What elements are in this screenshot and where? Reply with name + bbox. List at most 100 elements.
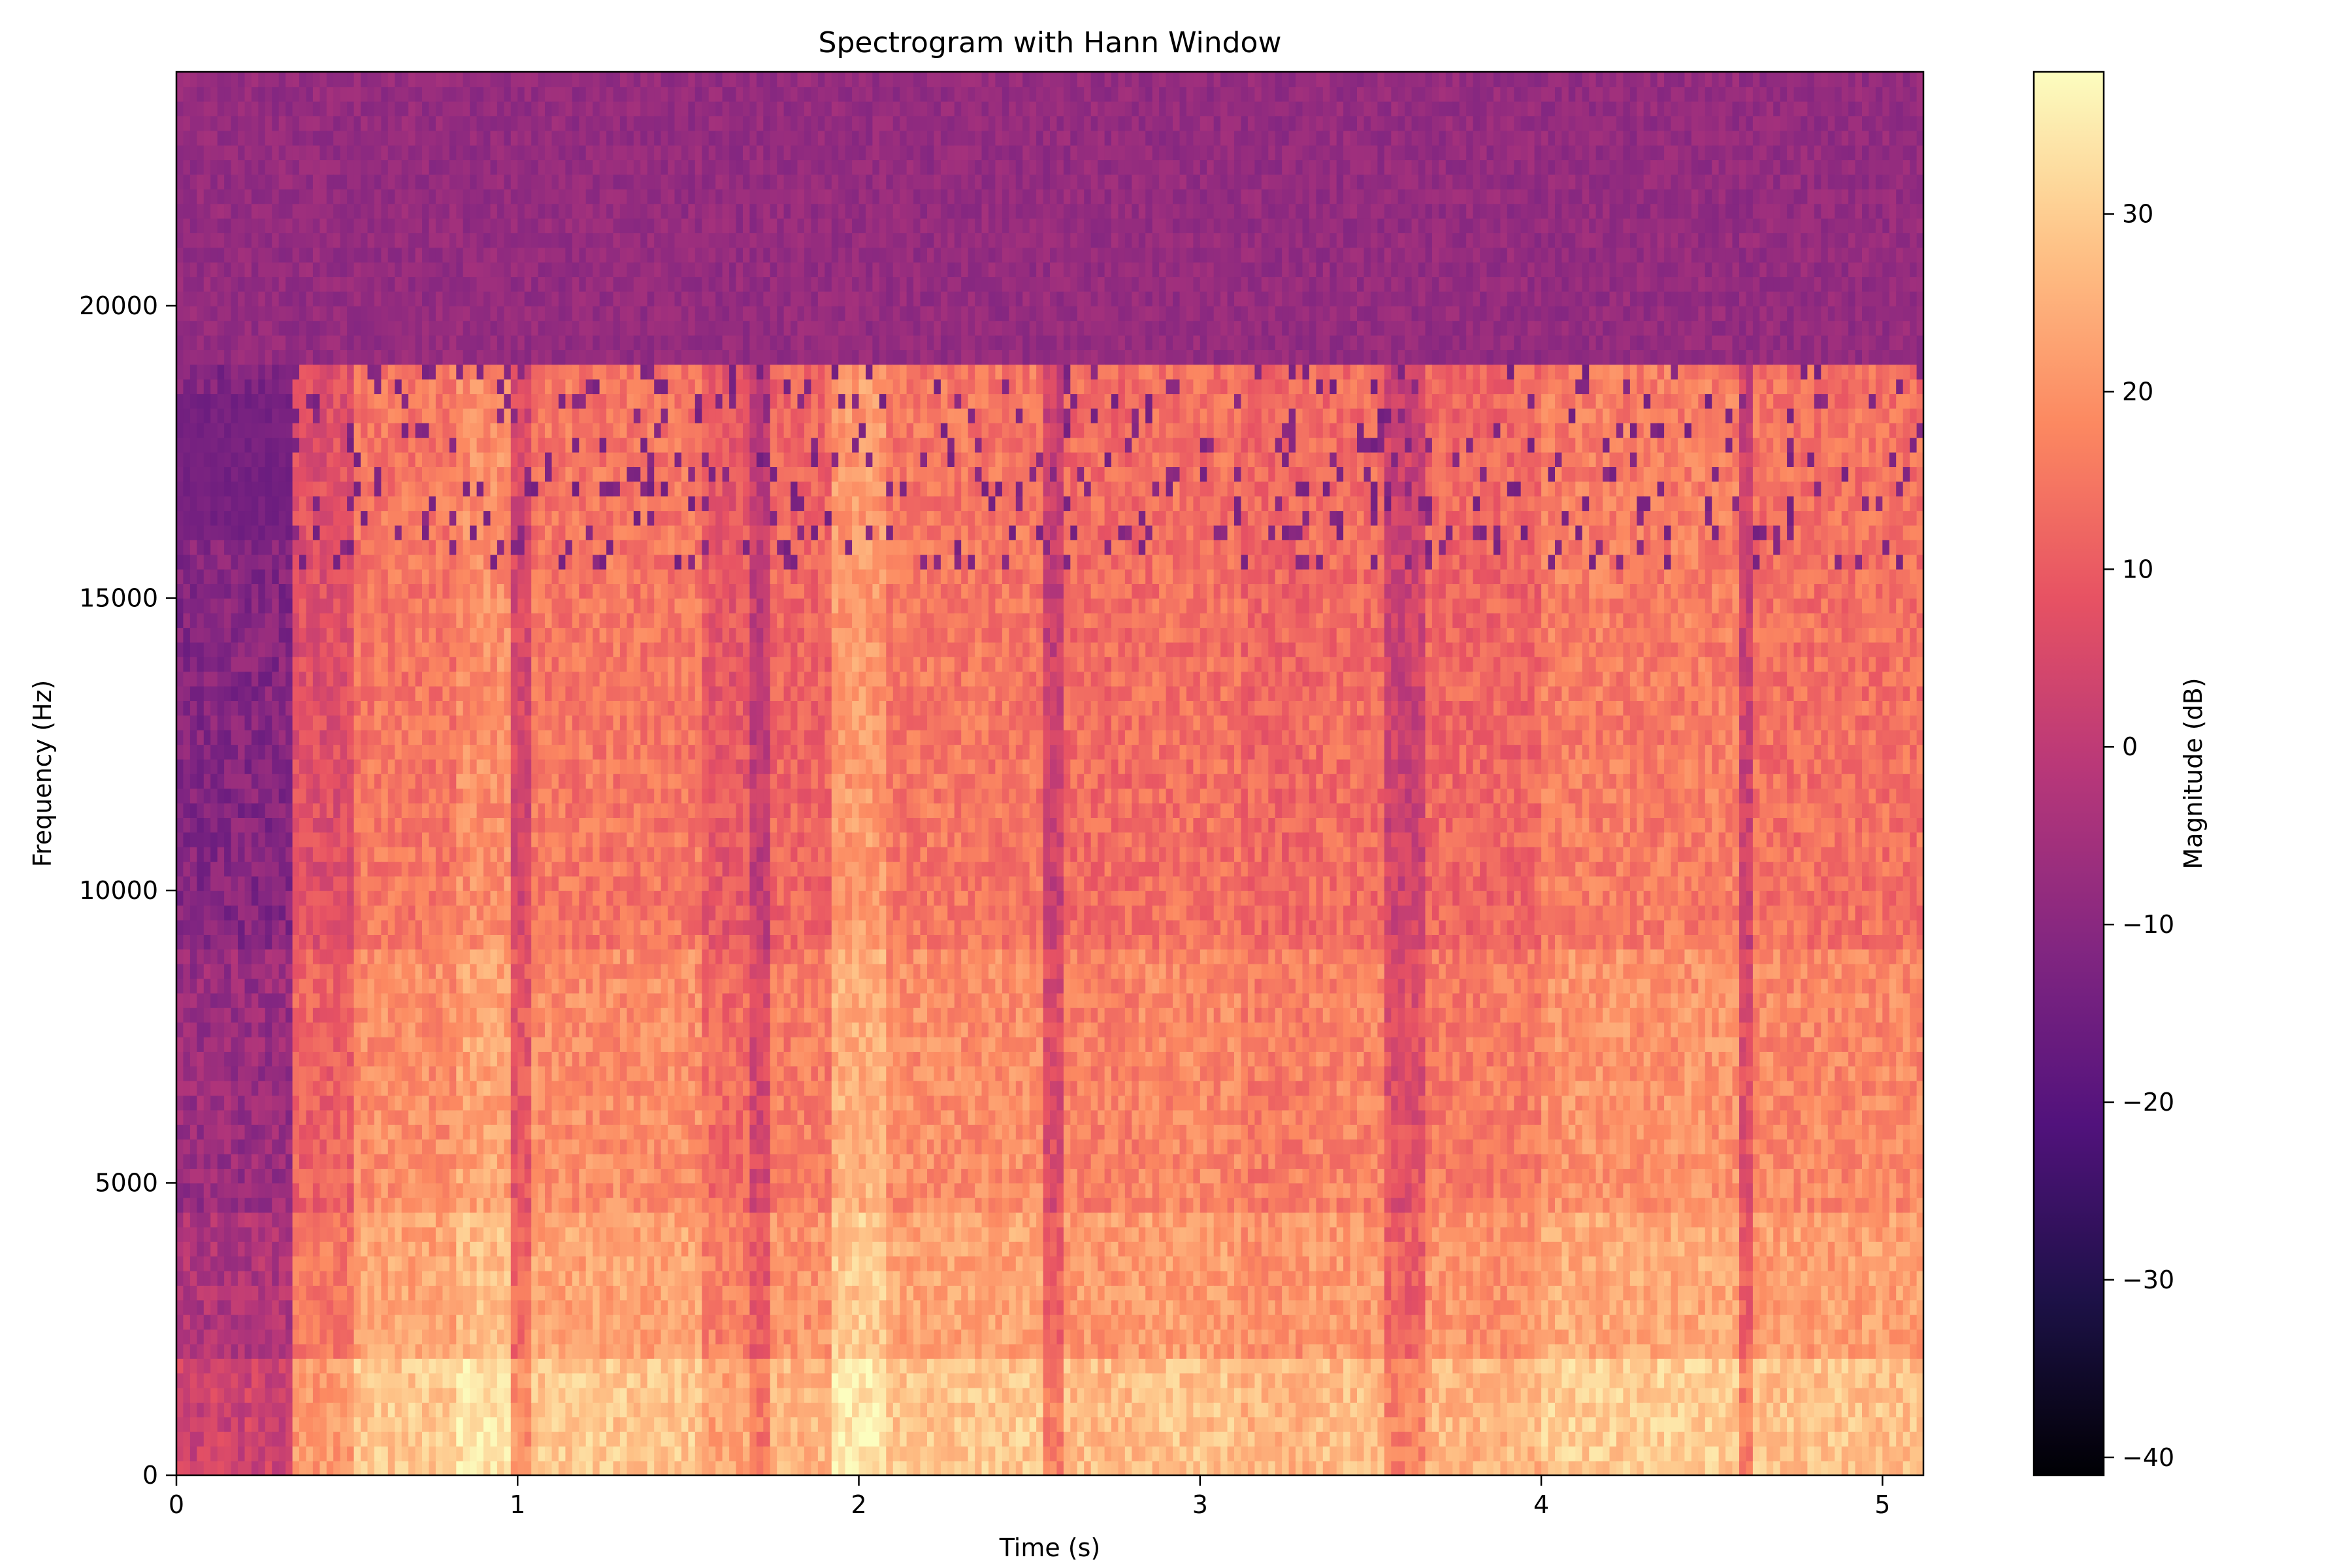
- heatmap-cell: [218, 1344, 225, 1359]
- heatmap-cell: [197, 788, 204, 803]
- heatmap-cell: [279, 1358, 286, 1373]
- heatmap-cell: [231, 1461, 238, 1476]
- heatmap-cell: [176, 993, 184, 1008]
- heatmap-cell: [279, 320, 286, 335]
- heatmap-cell: [238, 569, 245, 584]
- heatmap-cell: [224, 1431, 231, 1446]
- heatmap-cell: [265, 569, 272, 584]
- heatmap-cell: [218, 86, 225, 101]
- heatmap-cell: [210, 1256, 218, 1271]
- heatmap-cell: [265, 116, 272, 131]
- heatmap-cell: [204, 1285, 211, 1300]
- heatmap-cell: [252, 1446, 259, 1461]
- heatmap-cell: [245, 1388, 252, 1403]
- heatmap-cell: [245, 1007, 252, 1022]
- heatmap-cell: [210, 1066, 218, 1081]
- heatmap-cell: [272, 1212, 279, 1227]
- heatmap-cell: [279, 598, 286, 613]
- heatmap-cell: [218, 496, 225, 511]
- heatmap-cell: [197, 876, 204, 891]
- heatmap-cell: [245, 1256, 252, 1271]
- heatmap-cell: [204, 408, 211, 423]
- heatmap-cell: [272, 1183, 279, 1198]
- heatmap-cell: [245, 335, 252, 350]
- heatmap-cell: [231, 1051, 238, 1066]
- heatmap-cell: [279, 686, 286, 701]
- heatmap-cell: [238, 993, 245, 1008]
- heatmap-cell: [252, 847, 259, 862]
- heatmap-cell: [190, 832, 197, 847]
- heatmap-cell: [252, 1051, 259, 1066]
- heatmap-cell: [238, 218, 245, 233]
- heatmap-cell: [183, 466, 190, 482]
- heatmap-cell: [238, 1315, 245, 1330]
- heatmap-cell: [204, 569, 211, 584]
- heatmap-cell: [176, 949, 184, 964]
- heatmap-cell: [204, 482, 211, 497]
- heatmap-cell: [258, 218, 265, 233]
- heatmap-cell: [252, 1022, 259, 1037]
- heatmap-cell: [245, 174, 252, 189]
- heatmap-cell: [204, 861, 211, 876]
- heatmap-cell: [183, 306, 190, 321]
- heatmap-cell: [258, 700, 265, 715]
- heatmap-cell: [238, 1344, 245, 1359]
- heatmap-cell: [279, 496, 286, 511]
- heatmap-cell: [204, 145, 211, 160]
- heatmap-cell: [265, 101, 272, 116]
- heatmap-cell: [197, 964, 204, 979]
- heatmap-cell: [210, 598, 218, 613]
- heatmap-cell: [218, 744, 225, 759]
- heatmap-cell: [238, 817, 245, 832]
- heatmap-cell: [204, 583, 211, 598]
- heatmap-cell: [238, 1446, 245, 1461]
- heatmap-cell: [238, 116, 245, 131]
- heatmap-cell: [245, 1271, 252, 1286]
- heatmap-cell: [252, 86, 259, 101]
- heatmap-cell: [197, 1402, 204, 1417]
- heatmap-cell: [238, 1139, 245, 1154]
- heatmap-cell: [258, 1037, 265, 1052]
- heatmap-cell: [272, 715, 279, 730]
- heatmap-cell: [231, 365, 238, 380]
- heatmap-cell: [176, 890, 184, 906]
- heatmap-cell: [279, 276, 286, 291]
- heatmap-cell: [190, 1095, 197, 1110]
- heatmap-cell: [238, 320, 245, 335]
- heatmap-cell: [218, 978, 225, 993]
- heatmap-cell: [224, 554, 231, 569]
- heatmap-cell: [197, 1095, 204, 1110]
- heatmap-cell: [265, 627, 272, 642]
- heatmap-cell: [258, 350, 265, 365]
- heatmap-cell: [224, 1358, 231, 1373]
- heatmap-cell: [210, 1446, 218, 1461]
- heatmap-cell: [265, 1022, 272, 1037]
- heatmap-cell: [252, 715, 259, 730]
- heatmap-cell: [210, 832, 218, 847]
- heatmap-cell: [183, 993, 190, 1008]
- heatmap-cell: [176, 320, 184, 335]
- heatmap-cell: [265, 86, 272, 101]
- heatmap-cell: [176, 934, 184, 949]
- heatmap-cell: [245, 730, 252, 745]
- heatmap-cell: [231, 174, 238, 189]
- heatmap-cell: [183, 1168, 190, 1183]
- heatmap-cell: [258, 1417, 265, 1432]
- heatmap-cell: [176, 613, 184, 628]
- heatmap-cell: [245, 1227, 252, 1242]
- heatmap-cell: [190, 1344, 197, 1359]
- heatmap-cell: [183, 1417, 190, 1432]
- heatmap-cell: [279, 1388, 286, 1403]
- heatmap-cell: [224, 1256, 231, 1271]
- heatmap-cell: [272, 525, 279, 540]
- heatmap-cell: [210, 408, 218, 423]
- heatmap-cell: [210, 627, 218, 642]
- heatmap-cell: [279, 890, 286, 906]
- heatmap-cell: [252, 890, 259, 906]
- heatmap-cell: [279, 1256, 286, 1271]
- heatmap-cell: [279, 861, 286, 876]
- heatmap-cell: [258, 1198, 265, 1213]
- heatmap-cell: [224, 1081, 231, 1096]
- heatmap-cell: [265, 365, 272, 380]
- heatmap-cell: [197, 949, 204, 964]
